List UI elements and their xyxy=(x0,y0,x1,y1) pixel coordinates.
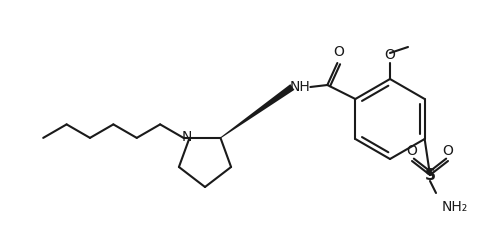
Text: O: O xyxy=(385,48,395,62)
Text: S: S xyxy=(424,167,436,183)
Text: NH₂: NH₂ xyxy=(442,200,468,214)
Text: N: N xyxy=(182,130,192,144)
Polygon shape xyxy=(220,84,294,138)
Text: NH: NH xyxy=(289,80,310,94)
Text: O: O xyxy=(333,45,344,59)
Text: O: O xyxy=(442,144,454,158)
Text: O: O xyxy=(407,144,417,158)
